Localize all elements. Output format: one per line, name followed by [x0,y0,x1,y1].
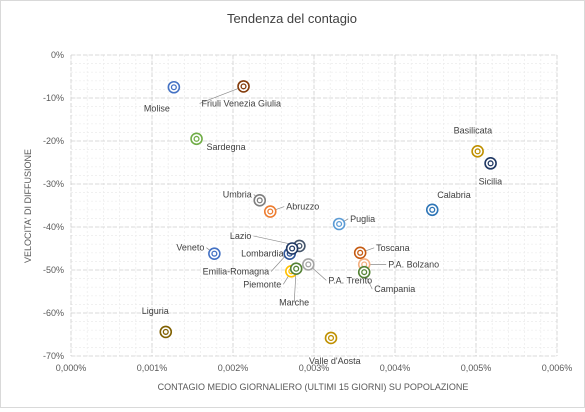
point-emilia-romagna [285,242,299,255]
point-campania [357,265,371,279]
point-label-marche: Marche [279,298,309,308]
point-marker-inner [429,206,436,213]
point-marker-inner [240,83,247,90]
point-label-molise: Molise [144,103,170,113]
point-label-friuli-venezia-giulia: Friuli Venezia Giulia [202,98,282,108]
point-p-a-trento [302,258,315,271]
point-sicilia [484,157,497,170]
point-sardegna [190,132,203,146]
point-labels: Molise Friuli Venezia Giulia Sardegna Basil… [142,98,502,366]
point-label-emilia-romagna: Emilia-Romagna [203,267,270,277]
y-tick-label: -20% [43,136,64,146]
point-abruzzo [263,205,277,218]
point-marker-inner [487,160,494,167]
point-marker-inner [361,269,368,276]
point-label-p-a-trento: P.A. Trento [328,275,372,285]
point-friuli-venezia-giulia [237,80,250,93]
point-label-piemonte: Piemonte [243,279,281,289]
point-molise [167,80,181,94]
point-label-sardegna: Sardegna [207,142,246,152]
point-label-toscana: Toscana [376,243,410,253]
point-label-p-a-bolzano: P.A. Bolzano [388,259,439,269]
point-basilicata [471,145,484,158]
x-tick-label: 0,000% [56,363,87,373]
point-marker-inner [289,245,296,252]
y-tick-label: 0% [51,50,64,60]
point-marker-inner [170,84,177,91]
point-marker-inner [357,249,364,256]
y-tick-label: -40% [43,222,64,232]
x-tick-label: 0,004% [380,363,411,373]
point-label-basilicata: Basilicata [454,125,493,135]
point-marker-inner [474,148,481,155]
x-tick-label: 0,005% [461,363,492,373]
point-label-lazio: Lazio [230,231,252,241]
point-label-abruzzo: Abruzzo [286,202,319,212]
point-label-veneto: Veneto [176,243,204,253]
x-axis-label: CONTAGIO MEDIO GIORNALIERO (ULTIMI 15 GI… [158,382,469,392]
point-valle-d-aosta [324,331,338,345]
point-label-campania: Campania [374,284,415,294]
point-marker-inner [336,220,343,228]
point-marker-inner [256,197,263,204]
point-veneto [208,247,221,260]
point-marker-inner [293,265,300,272]
point-umbria [253,194,267,207]
x-tick-label: 0,006% [542,363,573,373]
y-tick-label: -70% [43,351,64,361]
y-tick-label: -60% [43,308,64,318]
point-label-puglia: Puglia [350,214,375,224]
grid-lines [70,54,558,357]
callout-line [199,86,244,104]
point-marker-inner [305,261,312,268]
point-marche [289,262,303,276]
chart-title: Tendenza del contagio [227,11,357,26]
x-tick-label: 0,002% [218,363,249,373]
x-tick-label: 0,003% [299,363,330,373]
point-marker-inner [193,135,200,142]
point-liguria [159,325,173,339]
y-axis-label: VELOCITA' DI DIFFUSIONE [23,149,33,263]
point-marker-inner [267,208,274,215]
point-calabria [425,203,439,217]
point-marker-inner [162,328,169,335]
point-label-sicilia: Sicilia [479,176,503,186]
tick-labels: 0,000% 0,001% 0,002% 0,003% 0,004% 0,005% 0,00… [43,50,572,373]
point-label-umbria: Umbria [223,189,252,199]
point-label-calabria: Calabria [437,190,471,200]
x-tick-label: 0,001% [137,363,168,373]
y-tick-label: -10% [43,93,64,103]
point-puglia [332,217,346,231]
point-label-valle-d-aosta: Valle d'Aosta [309,356,361,366]
point-marker-inner [327,334,335,341]
y-tick-label: -30% [43,179,64,189]
data-points [159,80,497,345]
point-label-lombardia: Lombardia [241,249,284,259]
point-toscana [353,246,367,260]
y-tick-label: -50% [43,265,64,275]
point-label-liguria: Liguria [142,306,169,316]
point-marker-inner [211,250,218,257]
